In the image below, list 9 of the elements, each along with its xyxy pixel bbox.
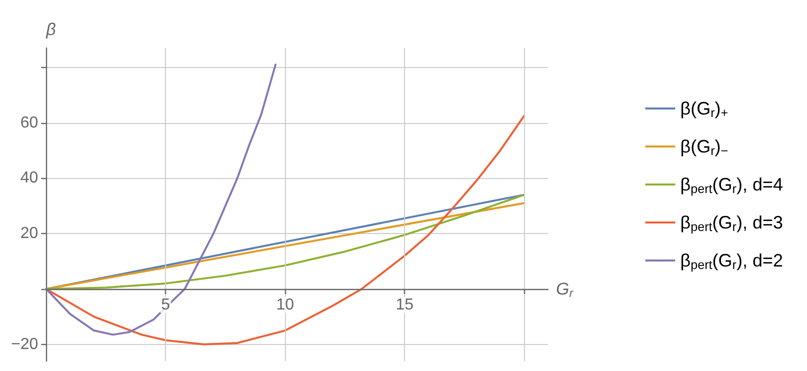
y-tick-label: 60	[20, 114, 38, 132]
x-tick-label: 5	[161, 296, 170, 314]
y-tick-label: −20	[11, 336, 38, 353]
y-tick-label: 40	[20, 170, 38, 187]
y-axis-title: β	[45, 20, 56, 39]
x-tick-label: 10	[276, 296, 294, 314]
line-series	[45, 64, 277, 336]
x-tick-label: 15	[396, 296, 414, 314]
y-tick-label: 20	[20, 225, 38, 242]
